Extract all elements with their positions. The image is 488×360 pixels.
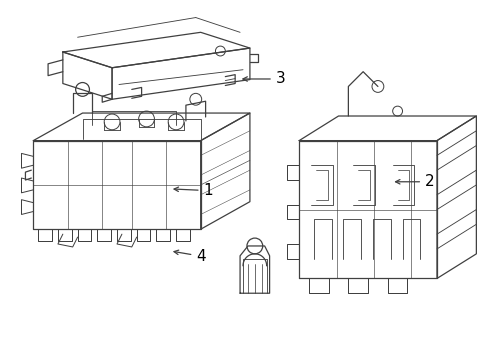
Text: 1: 1 <box>174 183 213 198</box>
Text: 3: 3 <box>243 72 285 86</box>
Text: 2: 2 <box>395 174 434 189</box>
Text: 4: 4 <box>174 249 205 264</box>
